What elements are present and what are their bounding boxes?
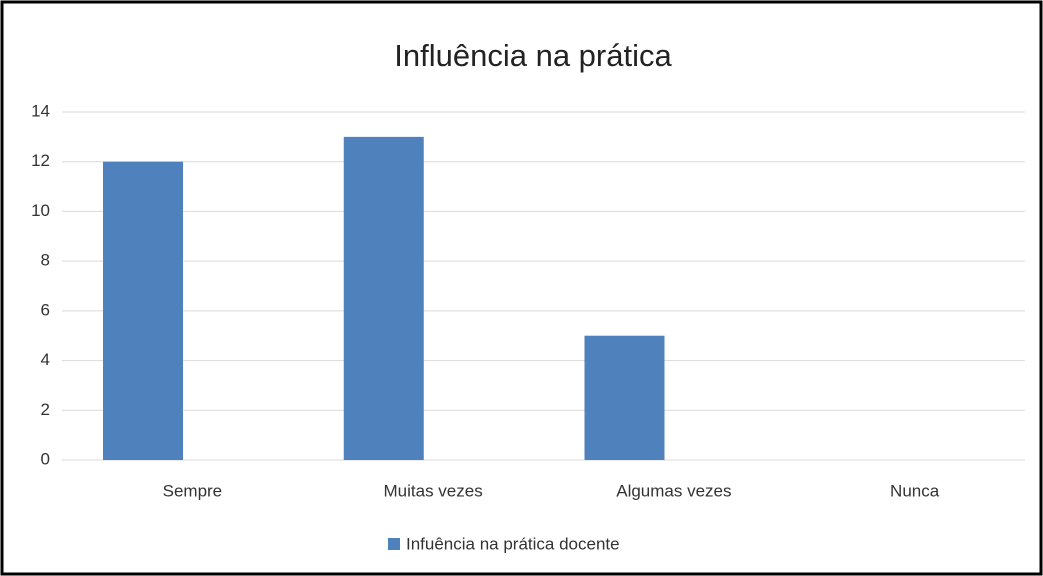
- y-tick-label: 8: [41, 251, 50, 270]
- x-tick-label: Algumas vezes: [616, 481, 731, 500]
- x-tick-label: Muitas vezes: [384, 481, 483, 500]
- y-tick-label: 4: [41, 350, 50, 369]
- legend-label: Infuência na prática docente: [406, 534, 620, 553]
- bar: [103, 161, 183, 460]
- legend-swatch: [388, 538, 400, 550]
- x-tick-label: Nunca: [890, 481, 940, 500]
- y-tick-label: 0: [41, 449, 50, 468]
- bar: [584, 335, 665, 460]
- y-tick-label: 14: [31, 101, 50, 120]
- bar: [343, 136, 424, 460]
- y-tick-label: 10: [31, 201, 50, 220]
- y-tick-label: 6: [41, 300, 50, 319]
- y-tick-label: 2: [41, 400, 50, 419]
- chart-title: Influência na prática: [394, 38, 672, 73]
- y-tick-label: 12: [31, 151, 50, 170]
- x-tick-label: Sempre: [163, 481, 223, 500]
